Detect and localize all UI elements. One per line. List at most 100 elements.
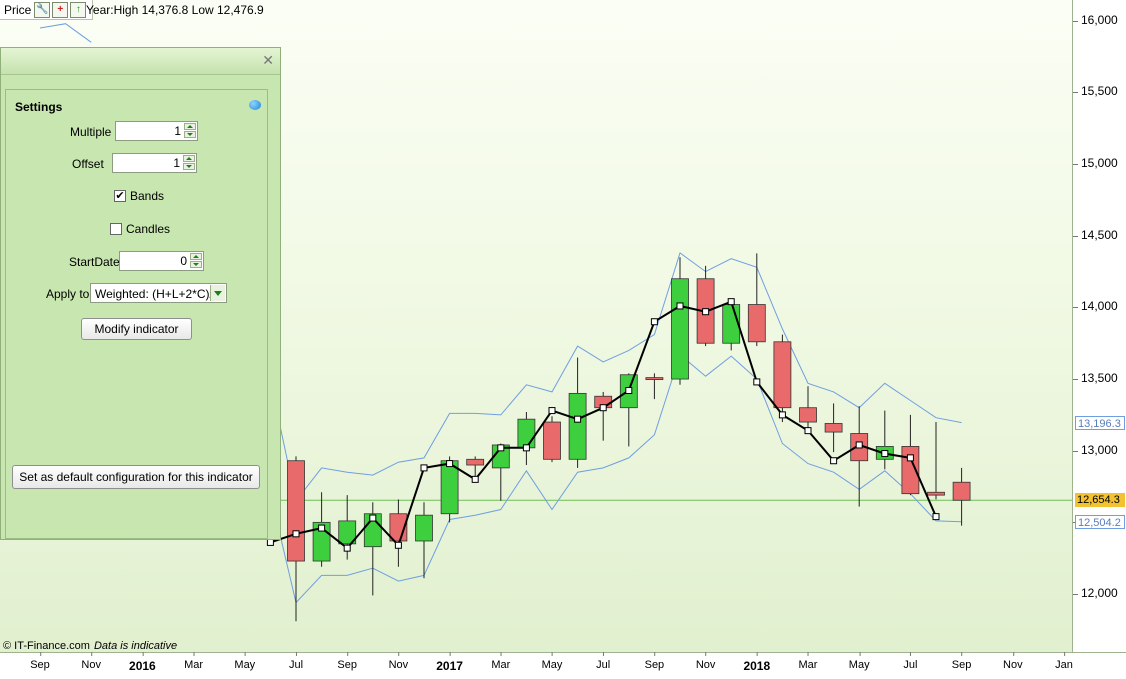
- settings-box: Settings Multiple 1 Offset 1 ✔ Bands Can…: [5, 89, 268, 539]
- time-axis: Sep Nov 2016 Mar May Jul Sep Nov 2017 Mar May Jul Se…: [0, 652, 1126, 679]
- x-tick-mark: [449, 652, 451, 656]
- bullish-candle: [568, 392, 587, 460]
- x-month-label: Jul: [596, 652, 610, 671]
- line-point: [292, 530, 300, 538]
- set-default-button[interactable]: Set as default configuration for this in…: [12, 465, 260, 489]
- price-label[interactable]: Price: [4, 2, 32, 17]
- last-price-label: 12,654.3: [1075, 493, 1125, 508]
- bullish-candle: [415, 514, 433, 542]
- x-month-label: Nov: [81, 652, 101, 671]
- decrement-icon[interactable]: [190, 261, 202, 268]
- decrement-icon[interactable]: [184, 131, 196, 138]
- x-tick-mark: [807, 652, 809, 656]
- x-month-label: Nov: [696, 652, 715, 671]
- y-tick-label: 14,000: [1073, 299, 1118, 313]
- x-tick-mark: [961, 652, 963, 656]
- y-tick-mark: [1073, 235, 1078, 237]
- increment-icon[interactable]: [183, 155, 195, 162]
- apply-to-select[interactable]: Weighted: (H+L+2*C)/4: [90, 283, 227, 303]
- bands-label: Bands: [130, 189, 165, 203]
- y-tick-label: 16,000: [1073, 13, 1118, 27]
- x-tick-mark: [347, 652, 349, 656]
- x-month-label: Jan: [1055, 652, 1073, 671]
- bullish-candle: [440, 460, 459, 515]
- y-tick-label: 15,500: [1073, 84, 1118, 98]
- panel-header[interactable]: [1, 48, 280, 75]
- startdate-label: StartDate: [69, 255, 120, 269]
- startdate-value[interactable]: 0: [180, 254, 187, 268]
- y-tick-mark: [1073, 164, 1078, 166]
- close-icon[interactable]: ✕: [262, 52, 274, 68]
- x-tick-mark: [142, 652, 144, 656]
- x-month-label: Nov: [389, 652, 408, 671]
- x-tick-mark: [705, 652, 707, 656]
- increment-icon[interactable]: [184, 123, 196, 130]
- multiple-stepper[interactable]: 1: [115, 121, 198, 141]
- bullish-candle: [338, 520, 357, 545]
- x-month-label: May: [849, 652, 870, 671]
- offset-arrows[interactable]: [183, 155, 195, 171]
- line-point: [932, 513, 940, 521]
- modify-indicator-button[interactable]: Modify indicator: [81, 318, 192, 340]
- line-point: [702, 308, 710, 316]
- multiple-arrows[interactable]: [184, 123, 196, 139]
- line-point: [574, 415, 582, 423]
- bands-checkbox[interactable]: ✔: [114, 190, 126, 202]
- x-tick-mark: [39, 652, 41, 656]
- help-bubble-icon[interactable]: [249, 100, 261, 110]
- add-red-icon[interactable]: +: [52, 1, 69, 18]
- arrow-up-green-icon[interactable]: ↑: [70, 1, 87, 18]
- chevron-down-icon[interactable]: [210, 285, 225, 301]
- line-point: [497, 444, 505, 452]
- copyright-text: © IT-Finance.com: [3, 640, 90, 652]
- decrement-icon[interactable]: [183, 163, 195, 170]
- x-tick-mark: [603, 652, 605, 656]
- candles-label: Candles: [126, 222, 171, 236]
- bearish-candle: [543, 421, 561, 460]
- line-point: [855, 441, 863, 449]
- line-point: [522, 444, 530, 452]
- y-tick-mark: [1073, 450, 1078, 452]
- price-chart[interactable]: [0, 0, 1072, 652]
- multiple-value[interactable]: 1: [174, 124, 181, 138]
- multiple-label: Multiple: [70, 125, 112, 139]
- line-point: [343, 544, 351, 552]
- y-tick-mark: [1073, 379, 1078, 381]
- x-year-label: 2017: [436, 652, 463, 673]
- x-month-label: Sep: [30, 652, 50, 671]
- chart-toolbar: Price 🔧 + ↑: [0, 0, 94, 20]
- x-tick-mark: [500, 652, 502, 656]
- band-value-label: 13,196.3: [1075, 415, 1125, 430]
- y-tick-mark: [1073, 594, 1078, 595]
- indicator-settings-panel: ✕ Settings Multiple 1 Offset 1 ✔ Bands C…: [0, 47, 281, 540]
- bearish-candle: [466, 458, 485, 466]
- x-month-label: Mar: [184, 652, 203, 671]
- x-month-label: May: [542, 652, 562, 671]
- offset-value[interactable]: 1: [173, 156, 180, 170]
- increment-icon[interactable]: [190, 253, 202, 260]
- x-month-label: Mar: [491, 652, 510, 671]
- line-point: [420, 464, 428, 472]
- bearish-candle: [927, 491, 945, 496]
- wrench-icon[interactable]: 🔧: [34, 1, 51, 18]
- upper-band-top-segment: [39, 23, 92, 43]
- offset-stepper[interactable]: 1: [112, 153, 197, 173]
- bearish-candle: [824, 423, 843, 433]
- settings-title: Settings: [15, 100, 63, 114]
- startdate-arrows[interactable]: [190, 253, 202, 269]
- x-tick-mark: [552, 652, 553, 656]
- price-axis: 12,00012,50013,00013,50014,00014,50015,0…: [1072, 0, 1126, 678]
- startdate-stepper[interactable]: 0: [119, 251, 204, 271]
- bearish-candle: [952, 481, 971, 501]
- x-tick-mark: [296, 652, 297, 656]
- apply-to-value[interactable]: Weighted: (H+L+2*C)/4: [95, 287, 220, 301]
- x-month-label: Sep: [952, 652, 971, 671]
- line-point: [625, 387, 633, 395]
- upper-band-line: [167, 228, 962, 503]
- disclaimer-text: Data is indicative: [93, 640, 178, 652]
- candles-checkbox[interactable]: [110, 223, 122, 235]
- band-value-label: 12,504.2: [1075, 514, 1125, 529]
- y-tick-mark: [1073, 307, 1078, 309]
- line-point: [906, 454, 914, 462]
- x-tick-mark: [1064, 652, 1065, 656]
